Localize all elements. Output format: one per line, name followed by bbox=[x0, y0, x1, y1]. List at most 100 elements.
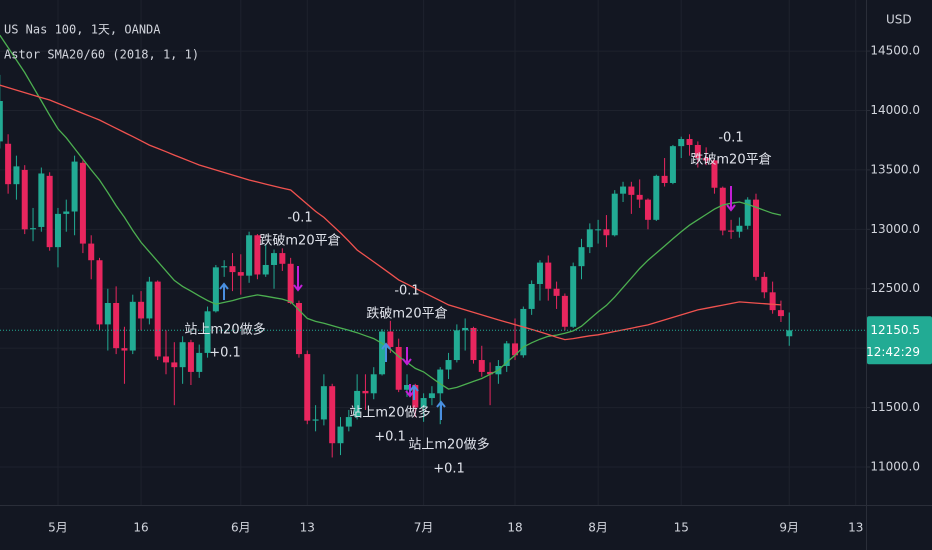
grid bbox=[0, 0, 866, 505]
annotation: -0.1 bbox=[394, 284, 419, 299]
signal-arrow-head bbox=[436, 400, 446, 408]
candle-body bbox=[63, 211, 70, 214]
candle-body bbox=[337, 426, 344, 444]
candle-body bbox=[487, 371, 494, 375]
candle-body bbox=[437, 369, 444, 394]
candle-body bbox=[387, 331, 394, 347]
candle-body bbox=[179, 342, 186, 368]
candle-body bbox=[221, 266, 228, 268]
candle-body bbox=[403, 384, 410, 390]
candle-body bbox=[703, 158, 710, 161]
candle-body bbox=[5, 143, 12, 185]
candle-body bbox=[728, 230, 735, 232]
candle-body bbox=[345, 417, 352, 427]
annotation: -0.1 bbox=[718, 131, 743, 146]
candle-body bbox=[636, 194, 643, 200]
candle-body bbox=[154, 281, 161, 357]
candle-body bbox=[354, 390, 361, 418]
candle-body bbox=[121, 348, 128, 351]
candle-body bbox=[603, 229, 610, 236]
candle-body bbox=[104, 303, 111, 325]
candle-body bbox=[38, 173, 45, 227]
candle-body bbox=[320, 386, 327, 420]
candle-body bbox=[528, 283, 535, 309]
candle-body bbox=[453, 330, 460, 361]
y-tick-label: 11000.0 bbox=[870, 459, 920, 473]
candle-body bbox=[204, 311, 211, 353]
candle-body bbox=[420, 398, 427, 408]
candle-body bbox=[271, 253, 278, 265]
y-tick-label: 13500.0 bbox=[870, 162, 920, 176]
candle-body bbox=[694, 144, 701, 159]
candle-body bbox=[536, 262, 543, 284]
indicator-label: Astor SMA20/60 (2018, 1, 1) bbox=[4, 48, 199, 62]
candle-body bbox=[462, 327, 469, 331]
candle-body bbox=[138, 301, 145, 319]
x-tick-label: 15 bbox=[674, 521, 689, 535]
candle-body bbox=[129, 301, 136, 351]
candle-body bbox=[171, 362, 178, 368]
candle-body bbox=[262, 264, 269, 275]
x-tick-label: 6月 bbox=[231, 521, 251, 535]
annotation: 站上m20做多 bbox=[349, 405, 430, 421]
y-tick-label: 14500.0 bbox=[870, 44, 920, 58]
signal-arrow-head bbox=[405, 390, 415, 398]
signal-arrow-head bbox=[726, 204, 736, 212]
annotation: +0.1 bbox=[374, 430, 406, 445]
candle-body bbox=[229, 266, 236, 273]
candle-body bbox=[578, 247, 585, 267]
candle-body bbox=[113, 303, 120, 349]
annotation: 跌破m20平倉 bbox=[259, 233, 340, 249]
candle-body bbox=[595, 229, 602, 231]
candle-body bbox=[428, 393, 435, 399]
y-tick-label: 12500.0 bbox=[870, 281, 920, 295]
signal-arrow-head bbox=[402, 358, 412, 366]
countdown-label: 12:42:29 bbox=[866, 345, 920, 359]
candle-body bbox=[237, 272, 244, 276]
candle-body bbox=[362, 390, 369, 394]
candle-body bbox=[661, 175, 668, 183]
candle-body bbox=[512, 343, 519, 356]
candle-body bbox=[669, 146, 676, 183]
candle-body bbox=[644, 199, 651, 220]
candle-body bbox=[196, 352, 203, 372]
candle-body bbox=[246, 235, 253, 276]
candle-body bbox=[503, 343, 510, 366]
candle-body bbox=[586, 229, 593, 248]
candle-body bbox=[146, 281, 153, 319]
annotation: 跌破m20平倉 bbox=[366, 306, 447, 322]
x-tick-label: 9月 bbox=[779, 521, 799, 535]
candle-body bbox=[88, 243, 95, 261]
annotation: 跌破m20平倉 bbox=[690, 152, 771, 168]
last-price-box bbox=[867, 316, 932, 365]
x-tick-label: 18 bbox=[507, 521, 522, 535]
candle-body bbox=[30, 228, 37, 230]
chart-title: US Nas 100, 1天, OANDA bbox=[4, 23, 161, 37]
candle-body bbox=[412, 384, 419, 408]
candle-body bbox=[520, 308, 527, 356]
annotation: -0.1 bbox=[287, 211, 312, 226]
x-tick-label: 13 bbox=[848, 521, 863, 535]
x-tick-label: 7月 bbox=[414, 521, 434, 535]
candle-body bbox=[21, 169, 28, 230]
candle-body bbox=[212, 267, 219, 312]
candle-body bbox=[561, 295, 568, 327]
candle-body bbox=[611, 193, 618, 236]
candle-body bbox=[753, 199, 760, 277]
candle-body bbox=[71, 161, 78, 212]
ma-line bbox=[0, 34, 782, 390]
candle-body bbox=[295, 303, 302, 355]
candle-body bbox=[711, 160, 718, 188]
candle-body bbox=[287, 263, 294, 303]
candle-body bbox=[620, 186, 627, 194]
candle-body bbox=[761, 276, 768, 293]
candle-body bbox=[553, 288, 560, 296]
y-tick-label: 13000.0 bbox=[870, 222, 920, 236]
candle-body bbox=[445, 360, 452, 370]
candle-body bbox=[0, 101, 3, 142]
candle-body bbox=[678, 139, 685, 147]
candle-body bbox=[79, 162, 86, 244]
candle-body bbox=[570, 266, 577, 327]
signal-arrow-head bbox=[219, 282, 229, 290]
